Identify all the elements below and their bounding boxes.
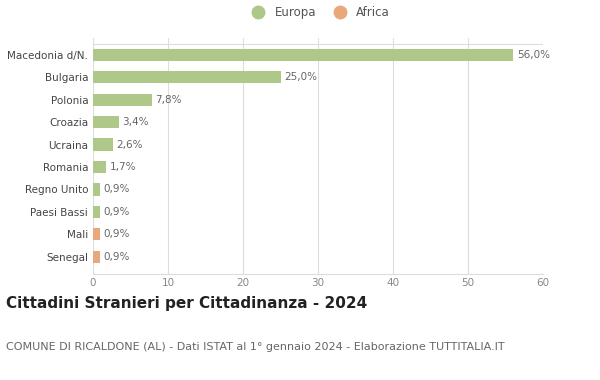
- Text: 25,0%: 25,0%: [284, 72, 317, 82]
- Text: 56,0%: 56,0%: [517, 50, 550, 60]
- Text: COMUNE DI RICALDONE (AL) - Dati ISTAT al 1° gennaio 2024 - Elaborazione TUTTITAL: COMUNE DI RICALDONE (AL) - Dati ISTAT al…: [6, 342, 505, 352]
- Text: 0,9%: 0,9%: [104, 252, 130, 262]
- Bar: [93, 116, 119, 128]
- Bar: [93, 49, 513, 61]
- Bar: [93, 250, 100, 263]
- Legend: Europa, Africa: Europa, Africa: [241, 2, 395, 24]
- Text: 7,8%: 7,8%: [155, 95, 182, 105]
- Text: 0,9%: 0,9%: [104, 184, 130, 195]
- Bar: [93, 206, 100, 218]
- Bar: [93, 138, 113, 151]
- Text: 2,6%: 2,6%: [116, 139, 143, 150]
- Bar: [93, 71, 281, 84]
- Text: 0,9%: 0,9%: [104, 207, 130, 217]
- Text: 1,7%: 1,7%: [110, 162, 136, 172]
- Text: 0,9%: 0,9%: [104, 229, 130, 239]
- Bar: [93, 93, 151, 106]
- Bar: [93, 161, 106, 173]
- Text: Cittadini Stranieri per Cittadinanza - 2024: Cittadini Stranieri per Cittadinanza - 2…: [6, 296, 367, 311]
- Bar: [93, 228, 100, 241]
- Bar: [93, 183, 100, 196]
- Text: 3,4%: 3,4%: [122, 117, 149, 127]
